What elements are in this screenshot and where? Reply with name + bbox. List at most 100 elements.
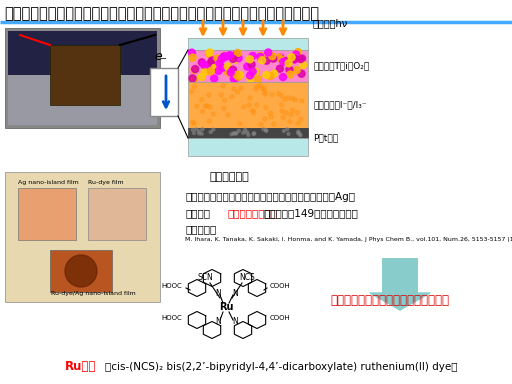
Circle shape [244, 128, 247, 131]
Circle shape [191, 66, 198, 73]
Circle shape [291, 56, 298, 63]
Circle shape [270, 93, 274, 96]
Bar [50, 45, 120, 105]
Circle shape [201, 62, 208, 70]
Circle shape [298, 70, 305, 77]
Circle shape [277, 54, 284, 61]
Bar [188, 38, 308, 50]
Circle shape [222, 53, 229, 60]
Circle shape [223, 98, 227, 103]
Circle shape [246, 131, 248, 134]
Bar [188, 82, 308, 128]
Circle shape [207, 93, 211, 97]
Circle shape [249, 53, 257, 60]
Circle shape [287, 71, 294, 78]
Circle shape [211, 112, 215, 116]
Circle shape [208, 57, 216, 64]
Circle shape [242, 131, 245, 134]
Circle shape [200, 61, 207, 68]
Circle shape [242, 105, 246, 109]
Circle shape [191, 128, 194, 131]
Circle shape [291, 108, 295, 112]
Circle shape [283, 58, 290, 65]
Circle shape [272, 122, 276, 126]
Bar [8, 31, 157, 125]
Circle shape [269, 53, 275, 60]
Circle shape [262, 86, 266, 90]
Circle shape [226, 52, 233, 59]
Circle shape [205, 50, 212, 57]
Circle shape [249, 68, 256, 75]
Polygon shape [370, 293, 430, 310]
Circle shape [209, 131, 212, 134]
Circle shape [257, 52, 264, 60]
Circle shape [296, 132, 300, 134]
Circle shape [268, 111, 272, 115]
Circle shape [215, 67, 222, 74]
Circle shape [265, 129, 268, 132]
Circle shape [238, 122, 242, 126]
Circle shape [198, 74, 205, 81]
Text: （cis-(NCS)₂ bis(2,2’-bipyridyl-4,4’-dicarboxylate) ruthenium(II) dye）: （cis-(NCS)₂ bis(2,2’-bipyridyl-4,4’-dica… [105, 362, 458, 372]
Circle shape [216, 60, 223, 67]
Circle shape [226, 53, 232, 60]
Circle shape [232, 74, 240, 81]
Circle shape [201, 68, 208, 76]
Bar [188, 50, 308, 82]
Circle shape [191, 66, 199, 73]
Text: HOOC: HOOC [161, 283, 182, 289]
Circle shape [260, 86, 264, 90]
Bar [382, 258, 418, 293]
Text: 色素担持T　i　O₂膜: 色素担持T i O₂膜 [313, 61, 369, 71]
Circle shape [263, 90, 267, 94]
Circle shape [267, 73, 274, 79]
Circle shape [65, 255, 97, 287]
Text: NCS: NCS [239, 273, 255, 282]
Circle shape [252, 68, 259, 75]
Circle shape [229, 66, 237, 73]
Circle shape [275, 54, 283, 61]
Circle shape [257, 53, 264, 60]
Circle shape [203, 104, 207, 108]
Circle shape [255, 84, 259, 88]
Circle shape [190, 76, 197, 83]
Circle shape [208, 105, 212, 109]
Circle shape [269, 115, 273, 119]
Circle shape [263, 71, 270, 78]
Bar [5, 172, 160, 302]
Circle shape [201, 127, 204, 131]
Circle shape [212, 128, 215, 131]
Circle shape [198, 130, 201, 133]
Circle shape [234, 50, 241, 56]
Circle shape [201, 109, 205, 114]
Circle shape [259, 57, 266, 64]
Text: HOOC: HOOC [161, 315, 182, 321]
Circle shape [280, 58, 287, 65]
Circle shape [251, 111, 255, 115]
Circle shape [300, 61, 307, 69]
Text: N: N [215, 318, 221, 326]
Circle shape [248, 61, 255, 68]
Text: P　t対極: P t対極 [313, 134, 338, 142]
Circle shape [219, 64, 226, 71]
Circle shape [297, 56, 304, 63]
Circle shape [221, 84, 225, 88]
Bar [188, 138, 308, 156]
Circle shape [247, 103, 251, 107]
Circle shape [254, 76, 262, 83]
Circle shape [200, 98, 204, 102]
Circle shape [239, 86, 243, 90]
Circle shape [218, 55, 225, 62]
Circle shape [292, 51, 300, 58]
Circle shape [253, 132, 255, 135]
Text: ノ粒子の: ノ粒子の [185, 208, 210, 218]
Circle shape [271, 70, 278, 77]
Text: 色素増感太陽電池の効率向上を目指す: 色素増感太陽電池の効率向上を目指す [330, 293, 449, 306]
Circle shape [236, 71, 243, 78]
Circle shape [280, 103, 284, 107]
Circle shape [255, 103, 259, 107]
Text: 太陽光　hν: 太陽光 hν [313, 18, 348, 28]
Circle shape [270, 55, 277, 62]
Bar [18, 188, 76, 240]
Circle shape [296, 111, 300, 115]
